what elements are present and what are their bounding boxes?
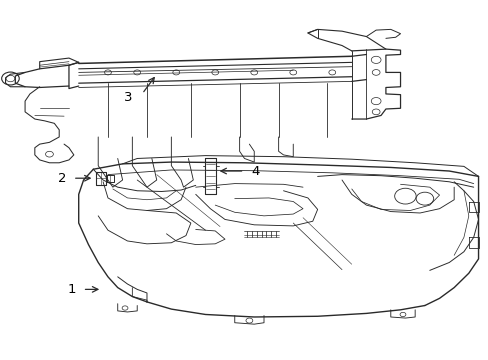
Text: 4: 4: [251, 165, 260, 177]
Text: 2: 2: [58, 172, 66, 185]
Text: 3: 3: [123, 91, 132, 104]
Text: 1: 1: [68, 283, 76, 296]
